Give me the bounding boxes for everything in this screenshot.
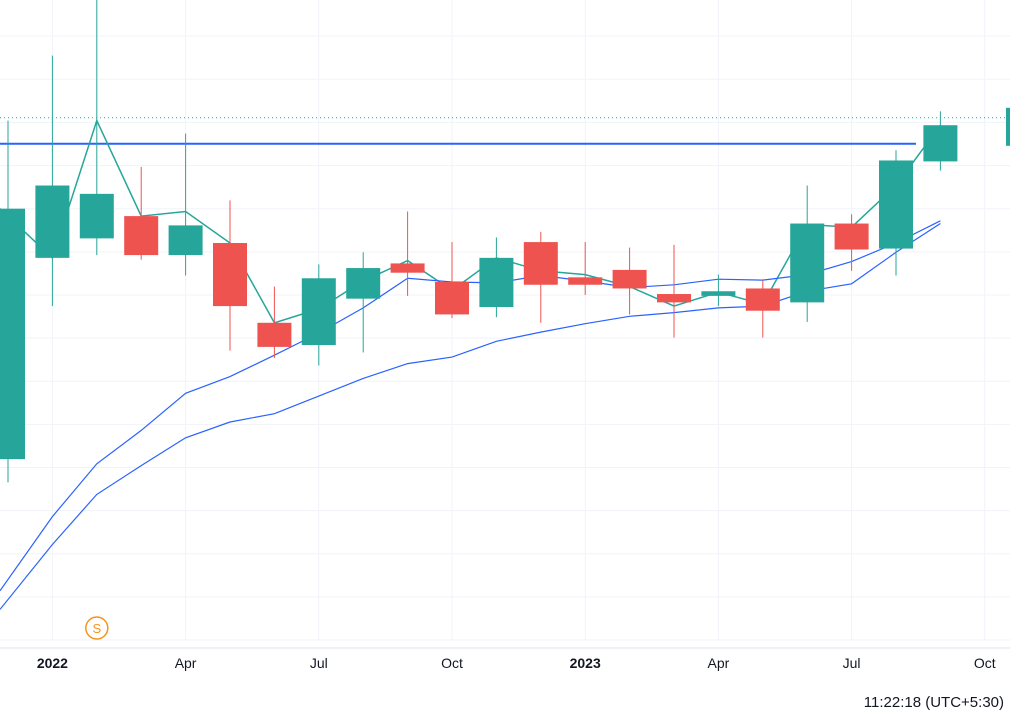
candle bbox=[790, 185, 825, 322]
candle bbox=[168, 133, 203, 276]
indicator-line-1 bbox=[0, 118, 942, 324]
candle bbox=[0, 120, 25, 483]
candlestick-series bbox=[0, 0, 958, 483]
event-marker[interactable]: S bbox=[85, 616, 109, 640]
candle-body bbox=[124, 216, 159, 256]
candle-body bbox=[390, 263, 425, 273]
event-marker-label: S bbox=[92, 621, 101, 636]
candle-body bbox=[701, 291, 736, 296]
candle-body bbox=[168, 225, 203, 256]
candle-body bbox=[923, 125, 958, 162]
candle-body bbox=[568, 277, 603, 285]
time-axis-label: Apr bbox=[175, 655, 197, 671]
event-marker-circle bbox=[85, 616, 109, 640]
time-axis-label: Apr bbox=[708, 655, 730, 671]
candle-body bbox=[834, 223, 869, 250]
last-price-tag bbox=[1006, 107, 1010, 146]
candle-body bbox=[213, 243, 247, 307]
candle-body bbox=[657, 294, 691, 303]
candle-body bbox=[301, 278, 336, 346]
candle bbox=[479, 237, 514, 318]
status-bar: 11:22:18 (UTC+5:30) bbox=[0, 676, 1010, 720]
candle bbox=[701, 274, 736, 307]
price-levels bbox=[0, 107, 1010, 146]
candle bbox=[612, 247, 647, 315]
time-axis[interactable]: 2022 Apr Jul Oct 2023 Apr Jul Oct bbox=[0, 647, 1010, 671]
candle-body bbox=[435, 281, 469, 315]
event-markers[interactable]: S bbox=[85, 616, 109, 640]
candle bbox=[745, 280, 780, 338]
candle bbox=[35, 55, 70, 307]
candle bbox=[79, 0, 114, 256]
candle bbox=[657, 244, 691, 338]
candle-body bbox=[79, 193, 114, 239]
indicator-line-3 bbox=[0, 222, 941, 610]
candle bbox=[213, 200, 247, 351]
candle-body bbox=[523, 242, 558, 285]
candle-body bbox=[257, 322, 292, 347]
time-axis-label: 2022 bbox=[37, 655, 68, 671]
candle-body bbox=[35, 185, 70, 258]
price-chart[interactable]: S 2022 Apr Jul Oct 2023 Apr Jul Oct bbox=[0, 0, 1010, 676]
candle-body bbox=[790, 223, 825, 303]
indicator-line-2 bbox=[0, 220, 941, 592]
time-axis-label: 2023 bbox=[570, 655, 601, 671]
candle bbox=[390, 211, 425, 296]
candle-body bbox=[0, 208, 25, 460]
candle bbox=[834, 214, 869, 271]
candle bbox=[523, 231, 558, 323]
candle-body bbox=[612, 269, 647, 289]
candle-body bbox=[479, 257, 514, 308]
chart-grid bbox=[0, 0, 1010, 641]
candle-body bbox=[879, 160, 913, 249]
candle bbox=[435, 242, 469, 319]
time-axis-label: Oct bbox=[441, 655, 463, 671]
candle bbox=[346, 252, 381, 353]
indicator-lines bbox=[0, 118, 942, 610]
time-axis-label: Jul bbox=[310, 655, 328, 671]
candle bbox=[301, 264, 336, 366]
time-axis-label: Jul bbox=[843, 655, 861, 671]
candle-body bbox=[346, 268, 381, 299]
candle bbox=[568, 242, 603, 295]
candle bbox=[124, 166, 159, 260]
time-axis-label: Oct bbox=[974, 655, 996, 671]
candle bbox=[923, 111, 958, 171]
candle bbox=[257, 286, 292, 359]
candle bbox=[879, 150, 913, 276]
candle-body bbox=[745, 288, 780, 311]
clock-readout[interactable]: 11:22:18 (UTC+5:30) bbox=[863, 694, 1004, 711]
